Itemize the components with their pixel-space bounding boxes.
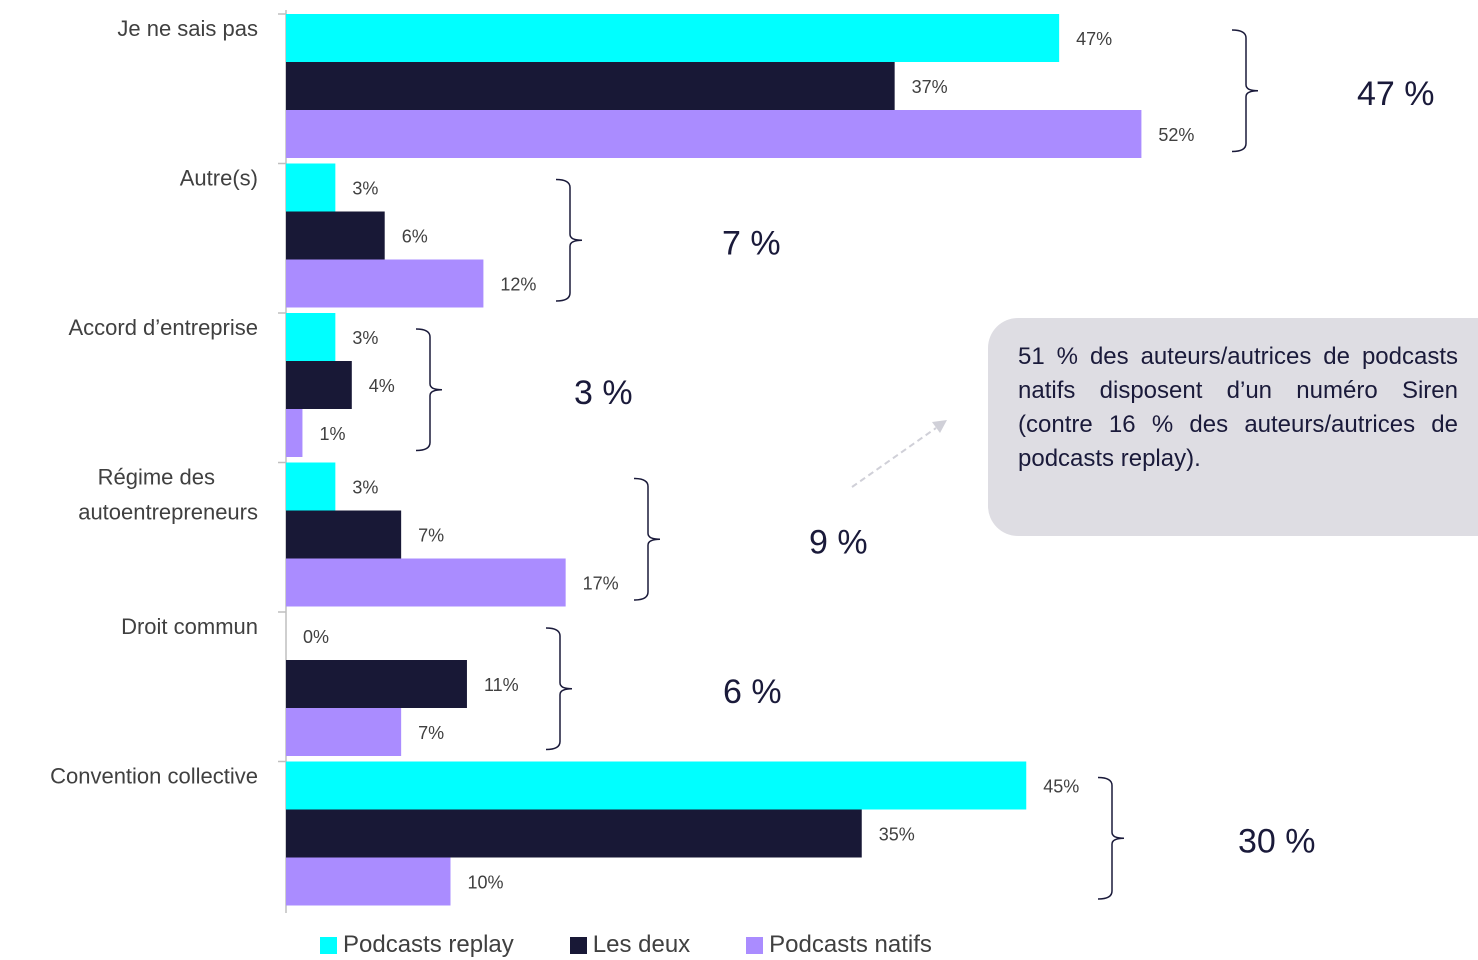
bar <box>286 558 566 607</box>
bar-value-label: 6% <box>402 227 428 247</box>
bar-value-label: 7% <box>418 723 444 743</box>
bar-value-label: 4% <box>369 376 395 396</box>
group-total-label: 6 % <box>723 673 782 711</box>
bar <box>286 409 303 457</box>
bar-chart: Je ne sais pas 47% 37% 52% 47 % Autre(s) 3% 6% 1… <box>50 10 1435 913</box>
bar-value-label: 45% <box>1043 777 1079 797</box>
bar-value-label: 17% <box>583 574 619 594</box>
bar-value-label: 35% <box>879 825 915 845</box>
bar-value-label: 37% <box>912 77 948 97</box>
group-total-label: 30 % <box>1238 822 1316 860</box>
bar <box>286 211 385 260</box>
bar <box>286 313 336 361</box>
category-label: Droit commun <box>121 614 258 639</box>
callout-pointer-line <box>851 427 937 488</box>
group-total-label: 9 % <box>809 523 868 561</box>
category-label: Accord d’entreprise <box>68 315 258 340</box>
group-total-label: 7 % <box>722 224 781 262</box>
bar <box>286 361 352 409</box>
bar-value-label: 11% <box>484 675 519 695</box>
bar-value-label: 3% <box>352 179 378 199</box>
bar <box>286 708 402 756</box>
legend-swatch-replay <box>320 936 337 954</box>
legend: Podcasts replay Les deux Podcasts natifs <box>320 930 988 960</box>
legend-label-replay: Podcasts replay <box>343 931 514 958</box>
bar <box>286 510 402 559</box>
callout-box: 51 % des auteurs/autrices de podcasts na… <box>988 318 1478 536</box>
category-label: Régime des autoentrepreneurs <box>78 465 258 525</box>
bar-value-label: 1% <box>319 424 345 444</box>
bar-value-label: 52% <box>1158 125 1194 145</box>
legend-swatch-natifs <box>746 936 764 954</box>
group-bracket <box>555 178 583 302</box>
bar <box>286 809 862 858</box>
bar <box>286 14 1060 62</box>
legend-item-les-deux: Les deux <box>569 931 691 959</box>
category-label: Je ne sais pas <box>117 16 258 41</box>
bar <box>286 660 467 708</box>
category-label: Convention collective <box>50 764 258 789</box>
bar-value-label: 3% <box>352 478 378 498</box>
bar <box>286 259 484 308</box>
group-bracket <box>633 477 661 601</box>
bar <box>286 761 1027 810</box>
legend-label-natifs: Podcasts natifs <box>769 931 932 958</box>
bar-value-label: 3% <box>352 328 378 348</box>
bar <box>286 163 336 212</box>
bar <box>286 110 1142 158</box>
category-label: Autre(s) <box>180 166 258 191</box>
legend-item-natifs: Podcasts natifs <box>746 931 932 959</box>
legend-label-les-deux: Les deux <box>592 931 691 958</box>
bar-value-label: 7% <box>418 526 444 546</box>
bar-value-label: 0% <box>303 627 329 647</box>
group-bracket <box>1097 776 1125 900</box>
group-bracket <box>415 328 443 452</box>
legend-item-replay: Podcasts replay <box>320 931 514 959</box>
legend-swatch-les-deux <box>569 936 587 954</box>
group-bracket <box>1231 29 1259 153</box>
bar-value-label: 12% <box>500 275 536 295</box>
bar <box>286 62 895 110</box>
group-bracket <box>545 627 573 751</box>
bar <box>286 857 451 906</box>
bar-value-label: 47% <box>1076 29 1112 49</box>
bar <box>286 462 336 511</box>
bar-value-label: 10% <box>468 873 504 893</box>
group-total-label: 3 % <box>574 374 633 412</box>
group-total-label: 47 % <box>1357 75 1435 113</box>
callout-pointer-arrowhead <box>932 420 947 433</box>
callout-text: 51 % des auteurs/autrices de podcasts na… <box>1018 343 1458 472</box>
